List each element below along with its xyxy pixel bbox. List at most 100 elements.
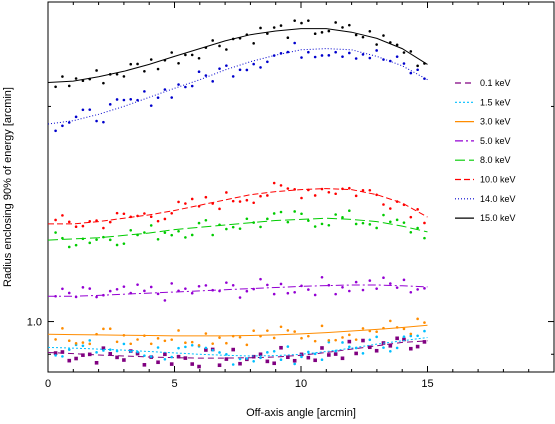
data-point xyxy=(54,129,57,133)
data-point xyxy=(102,81,105,85)
data-point xyxy=(300,284,303,288)
data-point xyxy=(348,23,351,27)
data-point xyxy=(156,219,160,223)
data-point xyxy=(272,212,276,215)
data-point xyxy=(115,349,119,353)
data-point xyxy=(218,207,221,211)
data-point xyxy=(382,203,385,206)
series-line xyxy=(47,340,428,359)
series-6 xyxy=(47,41,428,133)
data-point xyxy=(307,219,310,222)
data-point xyxy=(190,291,194,295)
data-point xyxy=(54,338,57,341)
data-point xyxy=(395,55,399,58)
data-point xyxy=(286,345,290,348)
data-point xyxy=(115,72,119,76)
data-point xyxy=(108,289,112,293)
series-5 xyxy=(48,181,428,230)
data-point xyxy=(156,237,160,241)
data-point xyxy=(74,115,78,119)
data-point xyxy=(184,236,187,239)
data-point xyxy=(416,64,419,68)
data-point xyxy=(279,358,283,362)
data-point xyxy=(102,120,105,124)
data-point xyxy=(142,363,147,367)
data-point xyxy=(354,338,358,341)
data-point xyxy=(74,356,78,361)
data-point xyxy=(375,43,378,46)
data-point xyxy=(149,355,153,358)
data-point xyxy=(340,356,345,361)
data-point xyxy=(293,41,296,45)
data-point xyxy=(149,58,153,61)
data-point xyxy=(266,32,269,35)
data-point xyxy=(156,337,160,340)
data-point xyxy=(204,218,208,222)
data-point xyxy=(122,358,126,362)
data-point xyxy=(197,284,201,288)
data-point xyxy=(265,359,270,364)
data-point xyxy=(183,356,188,360)
series-0 xyxy=(47,336,428,369)
data-point xyxy=(348,333,351,337)
data-point xyxy=(313,225,317,228)
data-point xyxy=(334,50,337,54)
data-point xyxy=(245,198,249,202)
data-point xyxy=(156,292,160,296)
data-point xyxy=(204,346,208,350)
data-point xyxy=(348,51,351,55)
data-point xyxy=(177,200,180,204)
data-point xyxy=(67,348,71,351)
data-point xyxy=(327,223,331,227)
data-point xyxy=(416,208,419,211)
data-point xyxy=(67,84,71,88)
data-point xyxy=(88,108,92,111)
data-point xyxy=(348,289,351,293)
data-point xyxy=(272,336,276,340)
data-point xyxy=(163,231,167,234)
data-point xyxy=(313,293,317,297)
data-point xyxy=(354,33,358,37)
data-point xyxy=(88,241,92,245)
data-point xyxy=(395,346,399,350)
data-point xyxy=(218,67,221,70)
data-point xyxy=(54,85,57,89)
data-point xyxy=(225,281,228,284)
data-point xyxy=(204,284,208,287)
data-point xyxy=(184,287,187,290)
data-point xyxy=(313,339,317,343)
data-point xyxy=(170,212,174,215)
data-point xyxy=(266,329,269,332)
data-point xyxy=(218,336,221,339)
data-point xyxy=(334,292,337,296)
data-point xyxy=(334,21,337,24)
data-point xyxy=(341,336,344,339)
data-point xyxy=(67,121,71,124)
data-point xyxy=(368,279,372,282)
data-point xyxy=(293,210,296,213)
data-point xyxy=(129,350,133,353)
data-point xyxy=(279,282,283,286)
data-point xyxy=(108,348,112,351)
data-point xyxy=(197,343,201,347)
data-point xyxy=(170,282,174,285)
x-tick-label: 5 xyxy=(171,378,177,390)
data-point xyxy=(61,124,64,128)
data-point xyxy=(416,334,419,338)
data-point xyxy=(197,56,201,60)
data-point xyxy=(286,291,290,295)
data-point xyxy=(395,43,399,47)
data-point xyxy=(149,285,153,289)
data-point xyxy=(279,345,283,350)
data-point xyxy=(211,80,215,83)
data-point xyxy=(204,74,208,77)
data-point xyxy=(375,49,378,52)
data-point xyxy=(382,346,385,349)
data-point xyxy=(67,220,71,224)
data-point xyxy=(341,216,344,219)
data-point xyxy=(74,225,78,229)
x-tick-label: 10 xyxy=(295,378,307,390)
data-point xyxy=(225,227,228,231)
data-point xyxy=(60,350,65,354)
